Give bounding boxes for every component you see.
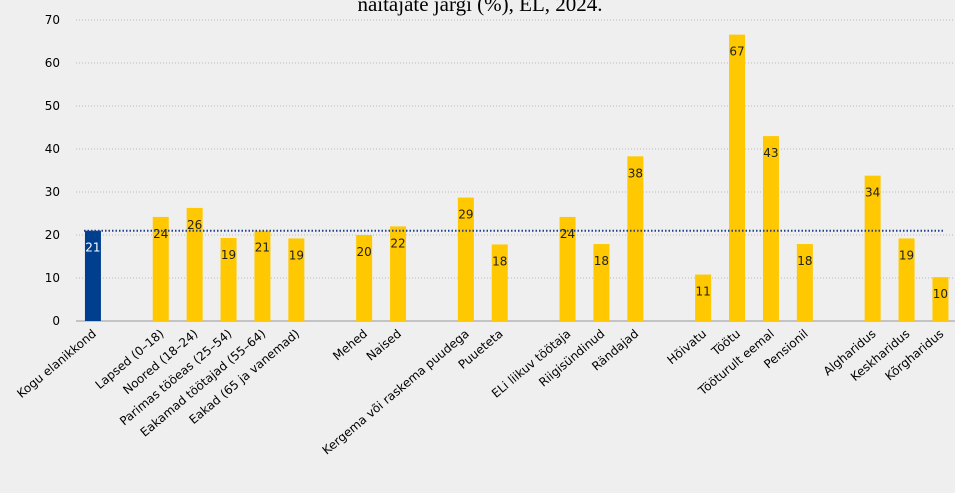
bar [220,238,237,321]
bar [288,238,305,321]
data-label: 19 [899,248,914,262]
data-label: 29 [458,208,473,222]
x-tick-label: Naised [364,327,404,364]
data-label: 67 [729,45,744,59]
data-label: 18 [797,254,812,268]
bar [627,156,644,321]
data-label: 38 [628,166,643,180]
bar [254,230,271,321]
data-label: 18 [492,254,507,268]
data-label: 22 [390,236,405,250]
bar [152,216,169,321]
data-label: 24 [153,227,168,241]
data-label: 20 [357,245,372,259]
bar [864,175,881,321]
y-tick-label: 0 [52,314,60,328]
y-tick-label: 70 [45,13,60,27]
data-label: 43 [763,146,778,160]
data-label: 11 [696,285,711,299]
x-tick-label: Kogu elanikkond [14,327,99,401]
bar [762,136,779,321]
bar [390,226,407,321]
data-label: 34 [865,186,880,200]
bar [932,277,949,321]
bar [729,34,746,322]
data-label: 24 [560,227,575,241]
data-label: 19 [289,248,304,262]
bar [796,244,813,321]
data-label: 21 [85,241,100,255]
bar [559,216,576,321]
x-tick-label: Mehed [330,327,370,364]
data-label: 19 [221,248,236,262]
bar [695,274,712,321]
bar [457,197,474,321]
bar [356,235,373,321]
bar [84,230,101,321]
x-tick-label: Hõivatu [664,327,709,368]
y-tick-label: 20 [45,228,60,242]
y-tick-label: 40 [45,142,60,156]
bar [898,238,915,321]
y-tick-label: 30 [45,185,60,199]
chart-title: näitajate järgi (%), EL, 2024. [357,0,602,16]
bar [593,244,610,321]
bar [491,244,508,321]
y-tick-label: 60 [45,56,60,70]
y-tick-label: 10 [45,271,60,285]
bar [186,207,203,321]
data-label: 21 [255,241,270,255]
data-label: 18 [594,254,609,268]
data-label: 10 [933,287,948,301]
data-label: 26 [187,218,202,232]
y-tick-label: 50 [45,99,60,113]
